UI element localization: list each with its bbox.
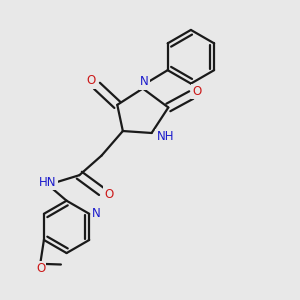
Text: N: N [140, 76, 149, 88]
Text: O: O [104, 188, 113, 201]
Text: N: N [92, 207, 101, 220]
Text: O: O [86, 74, 96, 88]
Text: HN: HN [39, 176, 56, 189]
Text: O: O [36, 262, 45, 275]
Text: O: O [193, 85, 202, 98]
Text: NH: NH [157, 130, 174, 143]
